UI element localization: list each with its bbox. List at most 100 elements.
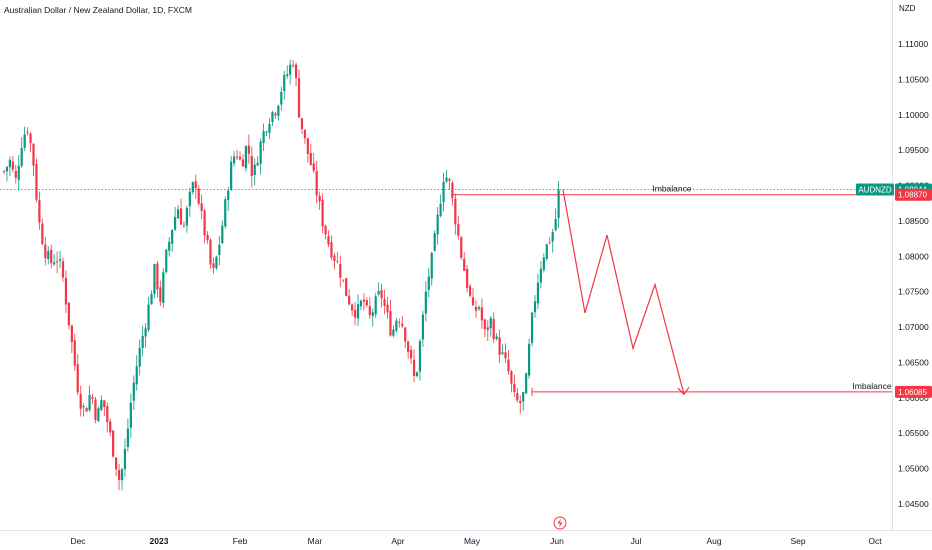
candle [88,385,91,412]
candle-body [528,343,531,376]
lightning-icon[interactable] [553,516,567,530]
candle [410,345,413,364]
candle [103,400,106,416]
candle [374,292,377,318]
candle [129,393,132,439]
candle [398,318,401,328]
candle-body [533,301,537,313]
candle [557,181,560,229]
candle-body [233,156,236,164]
candle-body [424,291,427,314]
candle [483,318,486,338]
candle [513,374,516,397]
candle-body [469,286,472,296]
candle [209,238,212,269]
candle-body [241,159,245,167]
candle-body [41,223,44,245]
symbol-badge: AUDNZD [856,183,894,196]
candle-body [271,111,274,123]
candle-body [218,244,221,255]
candle [115,457,118,477]
candle-body [182,225,186,227]
candle [82,403,85,417]
price-tick-label: 1.11000 [898,39,928,49]
candle-body [2,171,6,172]
candle [244,145,247,172]
candle-body [454,198,457,225]
candle [280,86,283,111]
candle [265,130,268,136]
candle-body [345,278,348,297]
candle-body [94,399,97,420]
candle [353,302,357,326]
candle [247,134,250,164]
candle-body [168,241,171,251]
candle [2,169,6,175]
candle-body [5,166,9,172]
candle-body [404,327,407,342]
candle-body [519,400,522,404]
candle [171,229,174,253]
imbalance-price-badge-bg [895,385,932,398]
candle-body [365,300,368,306]
price-tick-label: 1.08000 [898,251,929,261]
candle [548,237,551,245]
candle-body [230,161,233,191]
candle [289,59,292,85]
candle [23,126,26,151]
candle [292,60,295,68]
candle [528,338,531,379]
candle [91,393,94,405]
candle [542,253,545,273]
candle-body [156,263,159,290]
imbalance-price-badge: 1.06085 [895,385,932,398]
candle-body [359,300,363,307]
candle [460,235,463,260]
candle-body [442,181,445,203]
candle-body [47,251,50,259]
candle-body [536,282,540,304]
candle [525,372,528,394]
candle [235,149,239,160]
candle-body [410,349,413,359]
candle [504,343,507,363]
candle-body [333,255,336,262]
candle [315,160,318,204]
candle [365,297,368,308]
candle [94,396,97,424]
candle-body [224,199,227,227]
candle-body [545,244,548,259]
candle-body [14,170,17,178]
candle [433,230,436,252]
candle-body [244,146,247,169]
candle [445,169,448,183]
candle-body [507,359,510,372]
candle-body [386,304,389,313]
candle-body [26,132,29,134]
candle-body [504,352,507,359]
candle [268,118,271,139]
candle [38,191,41,230]
candle-body [221,225,224,244]
candle-body [480,307,483,321]
candle [221,220,224,245]
candle [11,155,14,173]
candle [206,231,209,244]
candle [135,355,138,391]
candle [339,255,342,288]
candle-body [135,366,138,385]
candle-body [91,396,94,399]
candle [507,350,510,375]
candle [233,151,236,167]
candle-body [389,311,392,336]
candle-body [76,364,79,393]
candle-body [401,323,404,327]
candle-body [303,129,306,139]
candle [536,273,540,309]
candle [522,391,525,411]
candle [294,62,298,87]
candle-body [197,188,200,204]
candle-body [371,312,374,317]
